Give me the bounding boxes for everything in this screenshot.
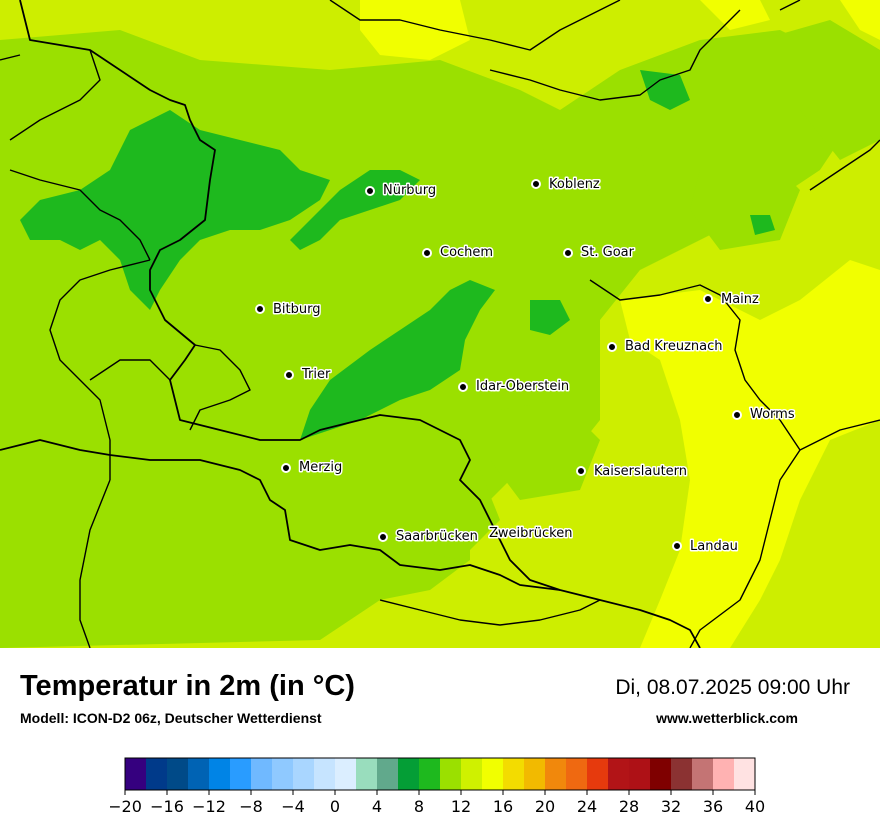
model-info: Modell: ICON-D2 06z, Deutscher Wetterdie… xyxy=(20,710,322,726)
legend-tick-label: 4 xyxy=(372,797,382,816)
legend-swatch xyxy=(398,758,420,790)
legend-tick-label: −12 xyxy=(192,797,226,816)
city-st-goar: St. Goar xyxy=(563,244,636,262)
legend-tick-label: 36 xyxy=(703,797,723,816)
map-title: Temperatur in 2m (in °C) xyxy=(20,670,355,702)
legend-swatch xyxy=(650,758,672,790)
legend-swatch xyxy=(608,758,630,790)
legend-swatch xyxy=(503,758,525,790)
svg-text:Zweibrücken: Zweibrücken xyxy=(489,526,572,541)
legend-swatch xyxy=(377,758,399,790)
city-bad-kreuznach: Bad Kreuznach xyxy=(607,338,724,356)
temp-zone-16 xyxy=(360,0,880,648)
legend-tick-label: 20 xyxy=(535,797,555,816)
temperature-map xyxy=(0,0,880,648)
legend-tick-label: 8 xyxy=(414,797,424,816)
svg-text:Mainz: Mainz xyxy=(721,292,759,307)
svg-text:Bad Kreuznach: Bad Kreuznach xyxy=(625,339,723,354)
legend-swatch xyxy=(314,758,336,790)
svg-text:Idar-Oberstein: Idar-Oberstein xyxy=(476,379,569,394)
city-bitburg: Bitburg xyxy=(255,301,322,319)
legend-swatch xyxy=(230,758,252,790)
legend-tick-label: 24 xyxy=(577,797,597,816)
city-nuerburg: Nürburg xyxy=(365,182,438,200)
legend-swatch xyxy=(125,758,147,790)
legend-swatch xyxy=(251,758,273,790)
legend-ticks: −20 −16 −12 −8 −4 0 4 8 12 16 20 24 28 32 36 40 xyxy=(110,790,765,816)
svg-text:Kaiserslautern: Kaiserslautern xyxy=(594,464,687,479)
legend-swatch xyxy=(566,758,588,790)
legend-tick-label: 40 xyxy=(745,797,765,816)
svg-text:Nürburg: Nürburg xyxy=(383,183,436,198)
legend-swatch xyxy=(356,758,378,790)
legend-swatch xyxy=(146,758,168,790)
legend-swatch xyxy=(272,758,294,790)
city-mainz: Mainz xyxy=(703,291,761,309)
legend-tick-label: 12 xyxy=(451,797,471,816)
legend-swatch xyxy=(629,758,651,790)
legend-swatch xyxy=(167,758,189,790)
legend-swatch xyxy=(587,758,609,790)
legend-frame xyxy=(124,757,756,791)
svg-text:Bitburg: Bitburg xyxy=(273,302,321,317)
svg-text:Trier: Trier xyxy=(301,367,331,382)
website-link[interactable]: www.wetterblick.com xyxy=(656,710,798,726)
legend-tick-label: −20 xyxy=(110,797,142,816)
legend-tick-label: −4 xyxy=(281,797,305,816)
legend-swatch xyxy=(335,758,357,790)
legend-swatch xyxy=(188,758,210,790)
legend-tick-label: 16 xyxy=(493,797,513,816)
legend-swatch xyxy=(524,758,546,790)
svg-text:Koblenz: Koblenz xyxy=(549,177,600,192)
legend-swatches xyxy=(125,758,756,790)
legend-swatch xyxy=(671,758,693,790)
color-legend: −20 −16 −12 −8 −4 0 4 8 12 16 20 24 28 32 36 40 xyxy=(110,757,765,816)
city-koblenz: Koblenz xyxy=(531,176,601,194)
city-idar-oberstein: Idar-Oberstein xyxy=(458,378,571,396)
svg-text:Saarbrücken: Saarbrücken xyxy=(396,529,478,544)
legend-tick-label: 32 xyxy=(661,797,681,816)
legend-tick-label: −8 xyxy=(239,797,263,816)
city-merzig: Merzig xyxy=(281,459,344,477)
legend-swatch xyxy=(461,758,483,790)
city-layer: Nürburg Koblenz Cochem St. Goar Mainz Bi… xyxy=(255,176,796,556)
svg-text:Worms: Worms xyxy=(750,407,795,422)
city-trier: Trier xyxy=(284,366,332,384)
city-worms: Worms xyxy=(732,406,796,424)
forecast-datetime: Di, 08.07.2025 09:00 Uhr xyxy=(615,676,850,699)
svg-text:Landau: Landau xyxy=(690,539,738,554)
legend-swatch xyxy=(692,758,714,790)
svg-text:St. Goar: St. Goar xyxy=(581,245,635,260)
svg-text:Cochem: Cochem xyxy=(440,245,493,260)
legend-swatch xyxy=(545,758,567,790)
legend-swatch xyxy=(482,758,504,790)
legend-tick-label: 0 xyxy=(330,797,340,816)
legend-swatch xyxy=(209,758,231,790)
temp-zone-10 xyxy=(20,70,775,440)
svg-text:Merzig: Merzig xyxy=(299,460,342,475)
city-saarbruecken: Saarbrücken xyxy=(378,528,479,546)
city-kaiserslautern: Kaiserslautern xyxy=(576,463,689,481)
city-zweibruecken: Zweibrücken xyxy=(488,525,574,543)
city-cochem: Cochem xyxy=(422,244,495,262)
legend-swatch xyxy=(293,758,315,790)
legend-swatch xyxy=(440,758,462,790)
city-landau: Landau xyxy=(672,538,739,556)
legend-swatch xyxy=(419,758,441,790)
borders xyxy=(0,0,880,648)
legend-tick-label: −16 xyxy=(150,797,184,816)
legend-tick-label: 28 xyxy=(619,797,639,816)
legend-swatch xyxy=(734,758,756,790)
legend-swatch xyxy=(713,758,735,790)
